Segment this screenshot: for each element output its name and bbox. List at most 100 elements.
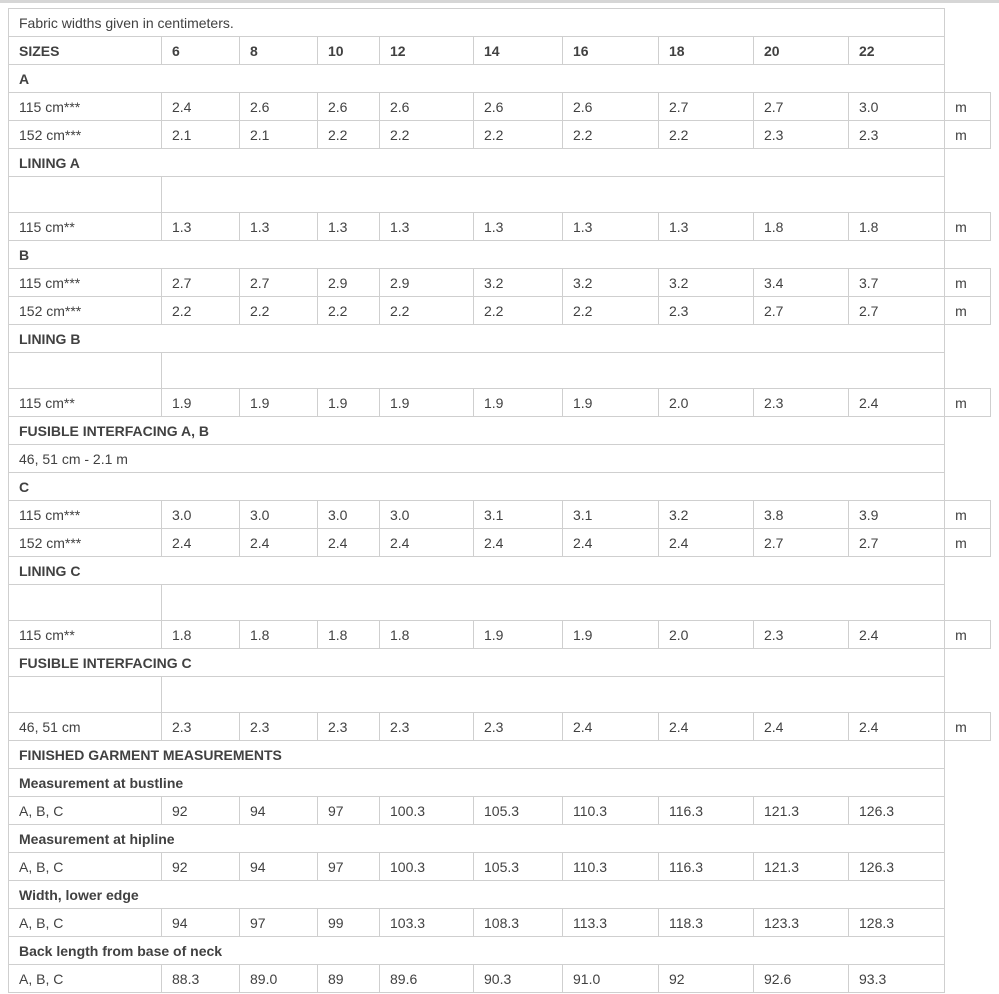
value-cell: 2.4	[379, 528, 474, 557]
value-cell: 110.3	[562, 796, 659, 825]
row-label: 115 cm***	[8, 268, 162, 297]
row-label: 152 cm***	[8, 120, 162, 149]
size-column-header: 6	[161, 36, 240, 65]
value-cell: 3.4	[753, 268, 849, 297]
value-cell: 2.9	[379, 268, 474, 297]
value-cell: 2.7	[161, 268, 240, 297]
table-row-data: A, B, C 92 94 97 100.3 105.3 110.3 116.3 121.3 12…	[8, 796, 991, 825]
table-row-data: 115 cm*** 2.4 2.6 2.6 2.6 2.6 2.6 2.7 2.7 3.0 m	[8, 92, 992, 121]
value-cell: 2.3	[753, 388, 849, 417]
value-cell: 97	[317, 796, 380, 825]
value-cell: 92.6	[753, 964, 849, 993]
value-cell: 92	[161, 852, 240, 881]
value-cell: 2.3	[847, 120, 946, 149]
value-cell: 2.7	[847, 528, 946, 557]
sizes-header-label: SIZES	[8, 36, 162, 65]
value-cell: 2.6	[317, 92, 380, 121]
value-cell: 3.0	[239, 500, 318, 529]
table-row-data: A, B, C 94 97 99 103.3 108.3 113.3 118.3 123.3 12…	[8, 908, 991, 937]
size-column-header: 22	[847, 36, 946, 65]
value-cell: 123.3	[753, 908, 849, 937]
value-cell: 2.2	[239, 296, 318, 325]
fabric-table-body: Fabric widths given in centimeters. SIZES…	[7, 8, 992, 993]
size-column-header: 14	[473, 36, 563, 65]
table-row-section: FINISHED GARMENT MEASUREMENTS	[7, 740, 991, 769]
row-label: 152 cm***	[8, 296, 162, 325]
value-cell: 2.7	[753, 296, 849, 325]
value-cell: 2.3	[161, 712, 240, 741]
table-row-section: LINING A	[7, 148, 991, 177]
table-row-data: 46, 51 cm 2.3 2.3 2.3 2.3 2.3 2.4 2.4 2.4 2.4 m	[8, 712, 992, 741]
table-row-section: Measurement at hipline	[7, 824, 991, 853]
row-label: 115 cm**	[8, 388, 162, 417]
row-label: A, B, C	[8, 796, 162, 825]
value-cell: 2.4	[847, 620, 946, 649]
table-row-note: 46, 51 cm - 2.1 m	[7, 444, 991, 473]
value-cell: 2.4	[161, 528, 240, 557]
value-cell: 1.3	[473, 212, 563, 241]
table-row-data: 115 cm*** 3.0 3.0 3.0 3.0 3.1 3.1 3.2 3.8 3.9 m	[8, 500, 992, 529]
unit-cell: m	[944, 620, 992, 649]
value-cell: 3.2	[658, 268, 754, 297]
table-row-section: FUSIBLE INTERFACING C	[7, 648, 991, 677]
value-cell: 105.3	[473, 796, 563, 825]
value-cell: 3.7	[847, 268, 946, 297]
value-cell: 1.9	[562, 620, 659, 649]
section-header: FUSIBLE INTERFACING C	[7, 648, 946, 677]
value-cell: 2.4	[847, 712, 946, 741]
value-cell: 3.2	[562, 268, 659, 297]
value-cell: 100.3	[379, 852, 474, 881]
value-cell: 2.4	[847, 388, 946, 417]
value-cell: 2.7	[658, 92, 754, 121]
value-cell: 2.2	[317, 120, 380, 149]
unit-cell: m	[944, 528, 992, 557]
value-cell: 97	[317, 852, 380, 881]
value-cell: 2.3	[658, 296, 754, 325]
section-header: C	[7, 472, 946, 501]
value-cell: 2.4	[473, 528, 563, 557]
top-divider	[0, 0, 999, 3]
section-header: Width, lower edge	[7, 880, 946, 909]
note-cell: Fabric widths given in centimeters.	[7, 8, 946, 37]
value-cell: 1.3	[562, 212, 659, 241]
row-label: 152 cm***	[8, 528, 162, 557]
value-cell: 105.3	[473, 852, 563, 881]
table-row-spacer	[8, 584, 991, 621]
value-cell: 91.0	[562, 964, 659, 993]
value-cell: 2.6	[379, 92, 474, 121]
value-cell: 2.4	[562, 712, 659, 741]
value-cell: 3.8	[753, 500, 849, 529]
value-cell: 2.4	[658, 712, 754, 741]
section-header: Measurement at hipline	[7, 824, 946, 853]
value-cell: 2.1	[239, 120, 318, 149]
value-cell: 89.6	[379, 964, 474, 993]
value-cell: 3.0	[847, 92, 946, 121]
unit-cell: m	[944, 712, 992, 741]
table-row-data: 152 cm*** 2.4 2.4 2.4 2.4 2.4 2.4 2.4 2.7 2.7 m	[8, 528, 992, 557]
table-row-section: Back length from base of neck	[7, 936, 991, 965]
size-column-header: 20	[753, 36, 849, 65]
unit-cell: m	[944, 500, 992, 529]
value-cell: 2.0	[658, 388, 754, 417]
section-header: A	[7, 64, 946, 93]
table-row-section: A	[7, 64, 991, 93]
value-cell: 1.8	[847, 212, 946, 241]
table-row-section: Width, lower edge	[7, 880, 991, 909]
unit-cell: m	[944, 296, 992, 325]
value-cell: 2.7	[753, 528, 849, 557]
section-header: LINING A	[7, 148, 946, 177]
value-cell: 121.3	[753, 852, 849, 881]
value-cell: 2.2	[562, 120, 659, 149]
value-cell: 89.0	[239, 964, 318, 993]
value-cell: 97	[239, 908, 318, 937]
value-cell: 3.2	[473, 268, 563, 297]
value-cell: 1.8	[753, 212, 849, 241]
value-cell: 93.3	[847, 964, 946, 993]
spacer-label-cell	[8, 176, 162, 213]
value-cell: 2.3	[379, 712, 474, 741]
size-column-header: 12	[379, 36, 474, 65]
value-cell: 92	[161, 796, 240, 825]
size-column-header: 8	[239, 36, 318, 65]
row-label: 115 cm***	[8, 500, 162, 529]
spacer-label-cell	[8, 584, 162, 621]
